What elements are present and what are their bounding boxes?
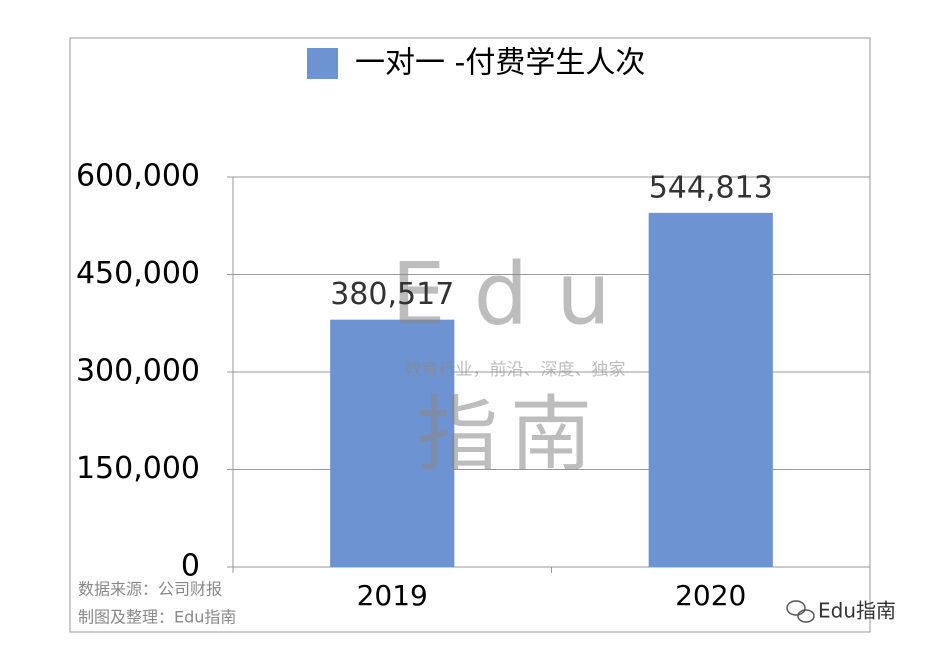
watermark-slogan: 教育行业，前沿、深度、独家	[405, 360, 626, 380]
footer-brand: Edu指南	[818, 599, 896, 623]
data-label: 544,813	[649, 170, 773, 205]
source-note: 数据来源：公司财报	[78, 580, 222, 599]
bar	[330, 319, 455, 567]
y-tick-label: 300,000	[76, 354, 200, 389]
x-tick-label: 2019	[357, 579, 428, 612]
y-tick-label: 150,000	[76, 451, 200, 486]
legend-swatch	[307, 48, 338, 79]
data-label: 380,517	[330, 277, 454, 312]
source-note: 制图及整理：Edu指南	[78, 608, 236, 627]
wechat-icon	[786, 600, 815, 623]
watermark: Edu 教育行业，前沿、深度、独家 指南	[391, 244, 638, 482]
y-tick-label: 450,000	[76, 256, 200, 291]
watermark-brand: Edu	[391, 244, 638, 344]
y-tick-label: 0	[181, 549, 200, 584]
x-tick-label: 2020	[675, 579, 746, 612]
y-tick-label: 600,000	[76, 159, 200, 194]
legend-label: 一对一 -付费学生人次	[355, 46, 645, 81]
watermark-name: 指南	[416, 387, 604, 482]
bar	[648, 212, 773, 567]
